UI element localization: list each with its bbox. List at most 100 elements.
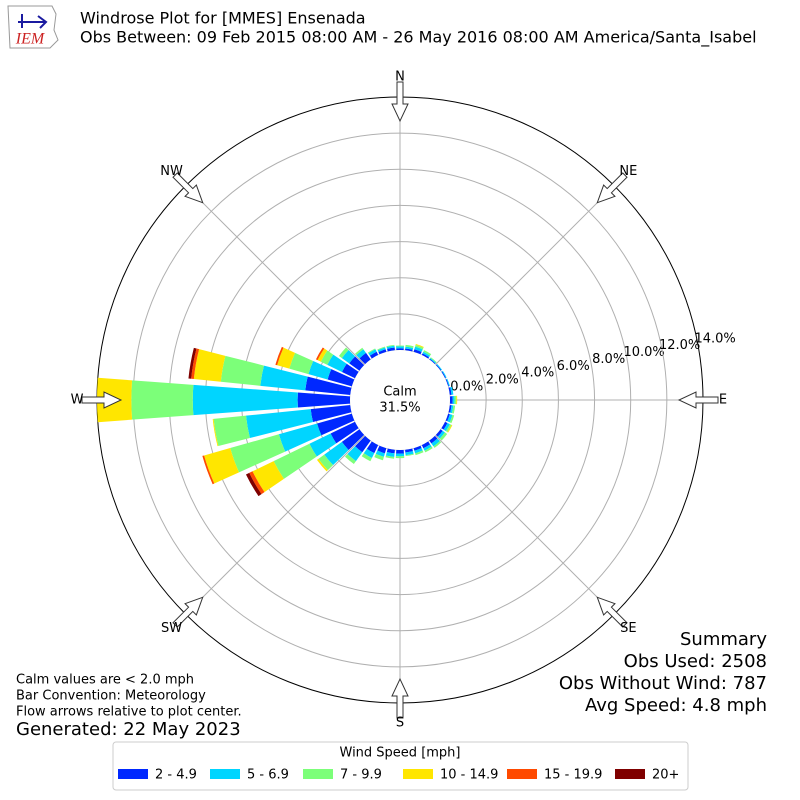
bar-segment xyxy=(377,445,387,454)
bar-segment xyxy=(378,349,387,355)
legend-label: 15 - 19.9 xyxy=(544,768,602,783)
bar-segment xyxy=(435,364,442,371)
compass-label: N xyxy=(395,70,405,85)
logo-text: IEM xyxy=(15,31,46,48)
bar-segment xyxy=(454,395,457,405)
bar-segment xyxy=(245,472,262,497)
compass-label: E xyxy=(719,393,727,408)
bar-segment xyxy=(341,363,359,379)
bar-segment xyxy=(422,351,431,358)
bar-segment xyxy=(193,349,226,382)
bar-segment xyxy=(361,453,372,462)
bar-segment xyxy=(316,458,328,472)
bar-segment xyxy=(308,360,332,380)
bar-segment xyxy=(363,448,375,459)
bar-segment xyxy=(451,405,456,414)
notes: Calm values are < 2.0 mph Bar Convention… xyxy=(16,673,242,741)
plot: 0.0% 2.0% 4.0% 6.0% 8.0%10.0%12.0%14.0% Calm3… xyxy=(71,70,736,731)
compass-arrow xyxy=(172,596,204,628)
chart-title: Windrose Plot for [MMES] Ensenada xyxy=(80,9,366,28)
bar-segment xyxy=(230,434,286,473)
bar-segment xyxy=(415,450,424,456)
bar-segment xyxy=(413,349,422,355)
bar-segment xyxy=(437,430,445,439)
bar-segment xyxy=(448,405,452,413)
logo: IEM xyxy=(7,5,59,49)
calm-circle xyxy=(350,350,450,450)
bar-segment xyxy=(414,346,423,352)
bar-segment xyxy=(449,396,453,404)
bar-segment xyxy=(355,435,371,453)
bar-segment xyxy=(429,357,437,364)
bar-segment xyxy=(192,384,298,416)
bar-segment xyxy=(374,453,384,461)
legend-swatch xyxy=(403,769,433,779)
bar-segment xyxy=(441,421,448,430)
bar-segment xyxy=(405,453,414,457)
bar-segment xyxy=(413,445,422,451)
bar-segment xyxy=(450,405,454,414)
bar-segment xyxy=(405,344,414,349)
compass-label: W xyxy=(71,393,84,408)
bar-segment xyxy=(452,396,455,404)
bar-segment xyxy=(320,350,334,365)
bar-segment xyxy=(349,356,365,371)
legend-label: 10 - 14.9 xyxy=(440,768,498,783)
bar-segment xyxy=(447,414,453,423)
bar-segment xyxy=(260,365,308,391)
compass-arrow xyxy=(596,596,628,628)
bar-segment xyxy=(188,347,197,379)
bar-segment xyxy=(443,422,450,432)
bar-segment xyxy=(442,370,447,378)
bar-segment xyxy=(421,441,431,449)
calm-label: Calm xyxy=(383,385,416,400)
bar-segment xyxy=(368,349,377,356)
chart-subtitle: Obs Between: 09 Feb 2015 08:00 AM - 26 M… xyxy=(80,28,757,48)
bar-segment xyxy=(405,348,413,352)
r-tick-label: 12.0% xyxy=(659,338,700,353)
bar-segment xyxy=(341,350,356,364)
bar-segment xyxy=(355,347,364,356)
bar-segment xyxy=(405,451,414,456)
bar-segment xyxy=(445,424,452,433)
generated: Generated: 22 May 2023 xyxy=(16,719,241,740)
bar-segment xyxy=(277,347,296,369)
compass-label: SW xyxy=(161,621,182,636)
bar-segment xyxy=(278,423,322,452)
compass-arrow xyxy=(391,81,409,123)
bar-segment xyxy=(387,347,395,352)
bar-segment xyxy=(310,405,352,423)
bar-segment xyxy=(445,413,450,422)
calm-value: 31.5% xyxy=(379,401,420,416)
r-tick-label: 6.0% xyxy=(557,359,590,374)
bar-segment xyxy=(415,344,424,350)
bar-segment xyxy=(202,455,215,485)
radial-grid-line xyxy=(185,435,365,615)
bar-segment xyxy=(436,363,443,371)
legend-swatch xyxy=(210,769,240,779)
bar-segment xyxy=(317,348,328,362)
bar-segment xyxy=(317,413,355,436)
compass-label: SE xyxy=(620,621,636,636)
r-tick-label: 4.0% xyxy=(521,366,554,381)
radial-grid-line xyxy=(185,185,365,365)
bar-segment xyxy=(245,409,313,438)
bar-segment xyxy=(446,378,450,387)
legend-label: 2 - 4.9 xyxy=(155,768,197,783)
bar-segment xyxy=(386,345,395,349)
bar-segment xyxy=(429,435,438,444)
bar-segment xyxy=(421,353,430,359)
bar-segment xyxy=(429,358,436,365)
bar-segment xyxy=(275,346,284,366)
bar-segment xyxy=(213,415,250,446)
bar-segment xyxy=(396,348,404,351)
bar-segment xyxy=(445,379,449,387)
legend-label: 20+ xyxy=(652,768,679,783)
bar-segment xyxy=(309,433,337,457)
summary-line: Obs Used: 2508 xyxy=(624,651,767,672)
bar-segment xyxy=(386,448,395,454)
bar-segment xyxy=(385,451,395,457)
r-tick-label: 0.0% xyxy=(450,380,483,395)
bar-segment xyxy=(330,421,359,444)
